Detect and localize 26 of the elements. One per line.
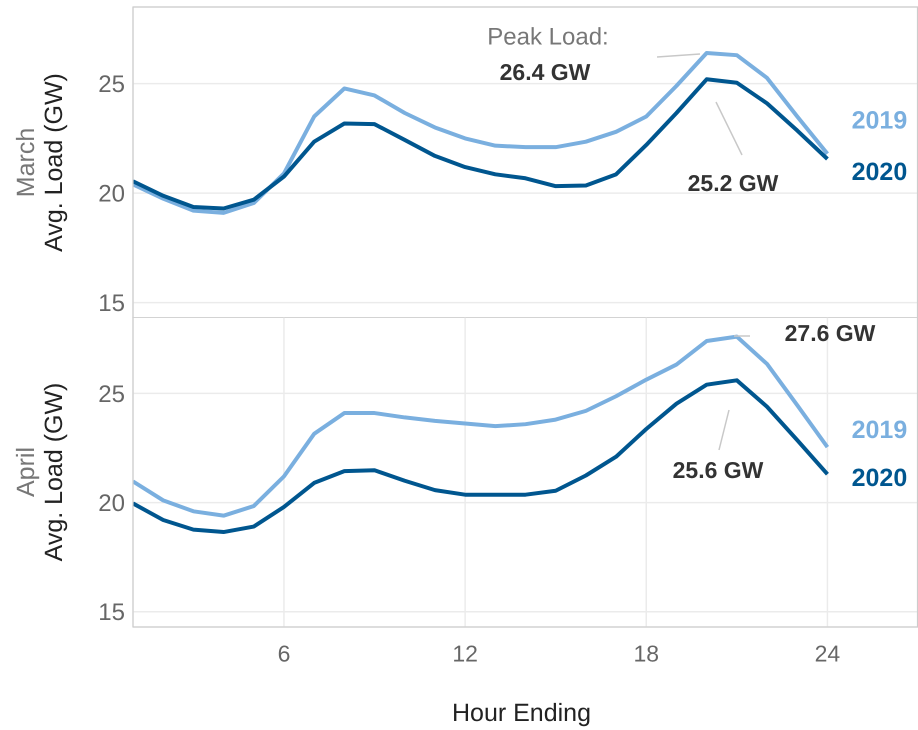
- y-tick-label: 25: [98, 380, 125, 408]
- annotation: 25.2 GW: [688, 170, 779, 196]
- annotation: Peak Load:: [487, 24, 609, 50]
- y-tick-label: 15: [98, 290, 125, 318]
- x-tick-label: 24: [814, 640, 840, 666]
- y-tick-label: 25: [98, 71, 125, 98]
- x-tick-label: 18: [633, 640, 660, 666]
- y-tick-label: 20: [98, 490, 125, 518]
- series-label: 2019: [852, 106, 908, 135]
- text: March: [12, 128, 40, 198]
- x-tick-label: 12: [452, 640, 478, 666]
- text: April: [12, 446, 40, 498]
- series-label: 2020: [852, 158, 908, 186]
- annotation: 25.6 GW: [672, 457, 764, 483]
- y-axis-title: Avg. Load (GW): [40, 73, 68, 252]
- line-series: [133, 50, 830, 215]
- series-label: 2019: [852, 416, 908, 444]
- annotation: 27.6 GW: [784, 320, 876, 346]
- y-tick-label: 20: [98, 180, 125, 208]
- series-label: 2020: [852, 464, 908, 492]
- x-tick-label: 6: [278, 640, 290, 666]
- x-axis-title: Hour Ending: [452, 699, 591, 727]
- annotation: 26.4 GW: [500, 59, 591, 85]
- line-series: [133, 378, 830, 534]
- y-axis-title: Avg. Load (GW): [40, 382, 68, 562]
- y-tick-label: 15: [98, 599, 125, 626]
